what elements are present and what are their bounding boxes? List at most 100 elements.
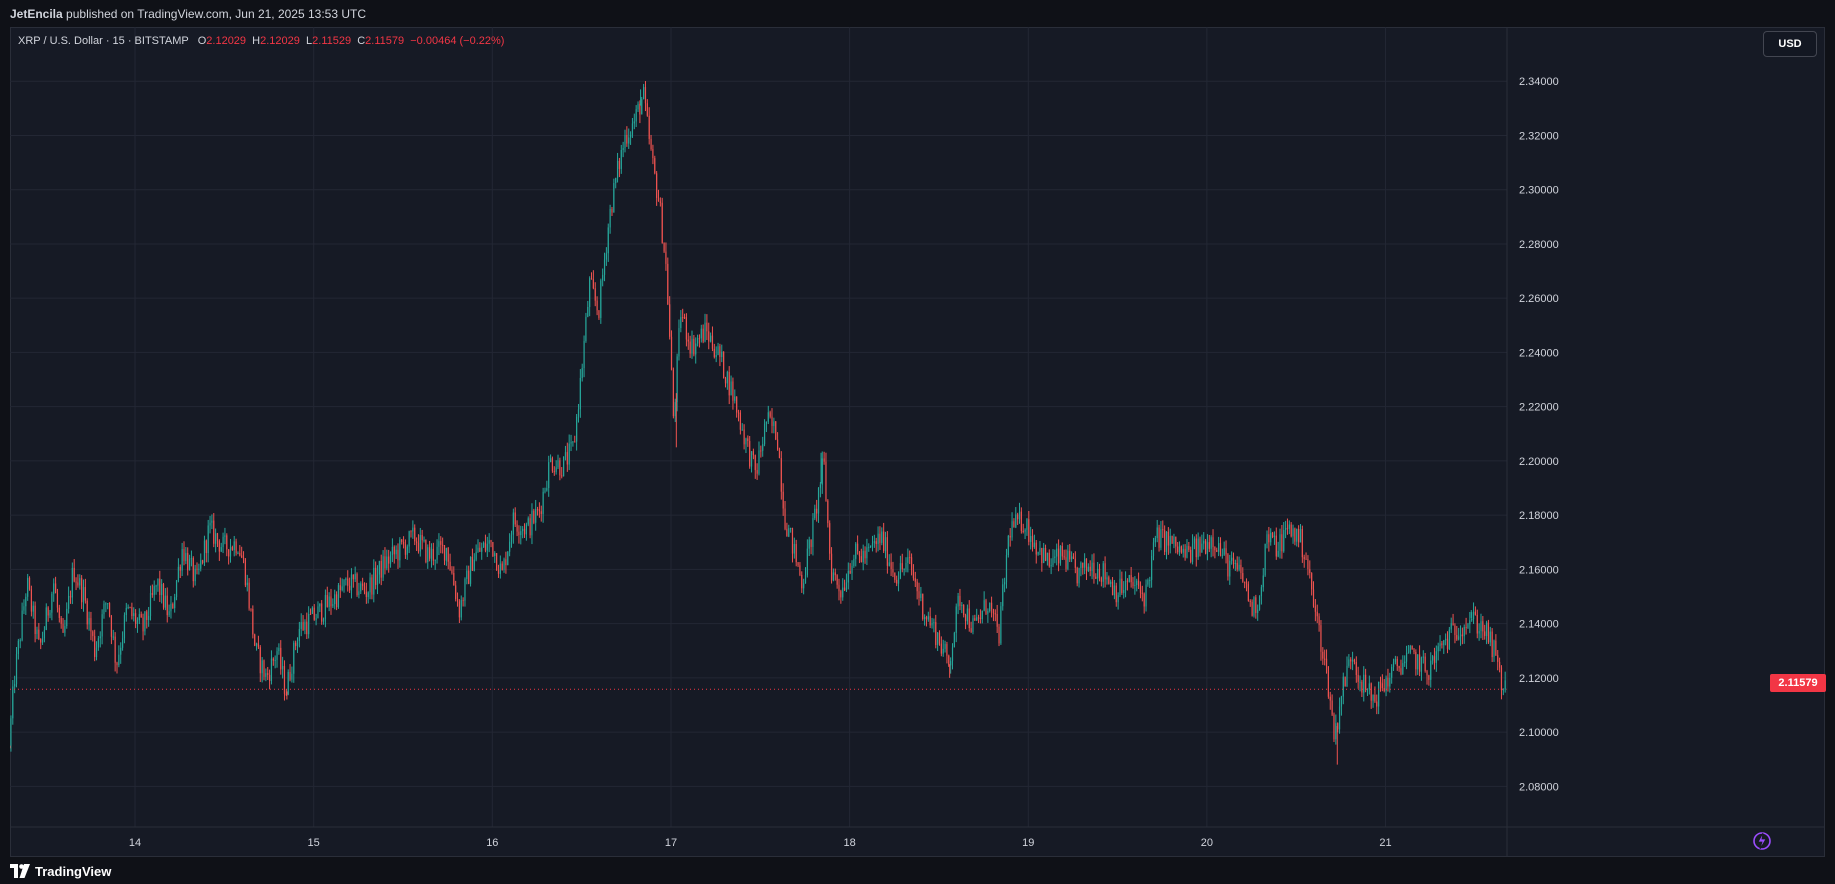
x-tick-label: 15 bbox=[308, 837, 320, 849]
candle bbox=[963, 604, 965, 618]
publisher-name[interactable]: JetEncila bbox=[10, 7, 63, 21]
candle bbox=[1340, 695, 1343, 716]
candle bbox=[989, 602, 991, 613]
candle bbox=[1348, 654, 1350, 668]
candle bbox=[274, 655, 276, 669]
candle bbox=[434, 559, 436, 570]
candle bbox=[816, 499, 818, 522]
candle bbox=[721, 344, 723, 363]
candle bbox=[14, 675, 16, 694]
candle bbox=[851, 560, 853, 580]
candle bbox=[1002, 578, 1004, 611]
candle bbox=[931, 617, 933, 629]
candle bbox=[148, 606, 150, 627]
candle bbox=[834, 568, 836, 581]
candle bbox=[881, 527, 883, 546]
candle bbox=[436, 539, 438, 564]
candle bbox=[520, 525, 522, 545]
candle bbox=[1113, 579, 1116, 600]
candle bbox=[760, 445, 762, 458]
candle bbox=[185, 546, 187, 565]
symbol-title[interactable]: XRP / U.S. Dollar · 15 · BITSTAMP bbox=[18, 35, 189, 47]
candle bbox=[440, 536, 442, 554]
candle bbox=[1338, 697, 1341, 734]
candle bbox=[1329, 691, 1331, 710]
candle bbox=[235, 538, 237, 556]
candle bbox=[600, 278, 602, 324]
candle bbox=[345, 577, 347, 586]
candle bbox=[821, 451, 823, 494]
candle bbox=[830, 547, 833, 584]
candle bbox=[561, 467, 563, 479]
candle bbox=[793, 537, 795, 559]
candle bbox=[222, 532, 224, 554]
candle bbox=[1098, 563, 1101, 582]
candle bbox=[1184, 544, 1186, 561]
candle bbox=[51, 591, 53, 621]
low-value: 2.11529 bbox=[312, 35, 352, 47]
candle bbox=[322, 617, 325, 625]
candle bbox=[609, 204, 611, 234]
candle bbox=[871, 535, 874, 552]
candle bbox=[257, 635, 260, 650]
candle bbox=[484, 534, 487, 553]
candle bbox=[1020, 507, 1022, 534]
high-value: 2.12029 bbox=[260, 35, 300, 47]
candle bbox=[756, 463, 758, 480]
candle bbox=[674, 398, 676, 423]
chart-pane[interactable] bbox=[10, 27, 1825, 857]
candle bbox=[82, 579, 85, 612]
currency-button[interactable]: USD bbox=[1763, 31, 1817, 57]
candle bbox=[1368, 675, 1370, 695]
candle bbox=[1482, 616, 1484, 641]
candle bbox=[84, 578, 86, 604]
time-axis[interactable]: 14 15 16 17 18 19 20 21 bbox=[10, 826, 1825, 849]
candle bbox=[125, 602, 127, 622]
y-tick-label: 2.14000 bbox=[1519, 619, 1559, 631]
candle bbox=[1044, 544, 1047, 562]
candle bbox=[730, 375, 732, 396]
candle bbox=[957, 592, 959, 615]
candlestick-chart[interactable]: 2.34000 2.32000 2.30000 2.28000 2.26000 2.240… bbox=[10, 27, 1825, 857]
tradingview-logo[interactable]: TradingView bbox=[10, 861, 111, 881]
candle bbox=[1357, 666, 1359, 689]
candle bbox=[469, 556, 472, 587]
candle bbox=[622, 141, 624, 158]
candle bbox=[75, 577, 77, 591]
candle bbox=[313, 604, 315, 621]
candle bbox=[1396, 656, 1398, 671]
publish-info: JetEncila published on TradingView.com, … bbox=[10, 7, 366, 21]
candle bbox=[371, 574, 373, 600]
candle bbox=[648, 107, 650, 145]
candle bbox=[1050, 558, 1052, 575]
candle bbox=[455, 580, 457, 602]
candle bbox=[1270, 528, 1272, 546]
candle bbox=[112, 629, 114, 641]
candle bbox=[432, 542, 434, 566]
candle bbox=[806, 539, 808, 578]
candle bbox=[819, 482, 821, 498]
candle bbox=[25, 593, 27, 615]
candle bbox=[847, 562, 849, 590]
candle bbox=[845, 573, 848, 592]
candle bbox=[255, 642, 258, 651]
candle bbox=[1167, 527, 1169, 555]
candle bbox=[1059, 545, 1062, 566]
bolt-icon[interactable] bbox=[1750, 829, 1774, 853]
candle bbox=[1448, 626, 1450, 651]
candle bbox=[494, 551, 496, 563]
candle bbox=[665, 242, 667, 271]
candle bbox=[391, 538, 394, 563]
candle bbox=[1426, 669, 1428, 685]
candle bbox=[77, 574, 79, 588]
candle bbox=[585, 312, 587, 343]
x-tick-label: 21 bbox=[1379, 837, 1391, 849]
candle bbox=[1141, 585, 1143, 602]
candle bbox=[337, 583, 340, 609]
candle bbox=[1164, 525, 1166, 556]
candle bbox=[838, 578, 840, 601]
price-axis[interactable]: 2.34000 2.32000 2.30000 2.28000 2.26000 2.240… bbox=[1506, 27, 1559, 857]
candle bbox=[285, 689, 287, 696]
candle bbox=[40, 638, 42, 650]
candle bbox=[1078, 567, 1080, 588]
